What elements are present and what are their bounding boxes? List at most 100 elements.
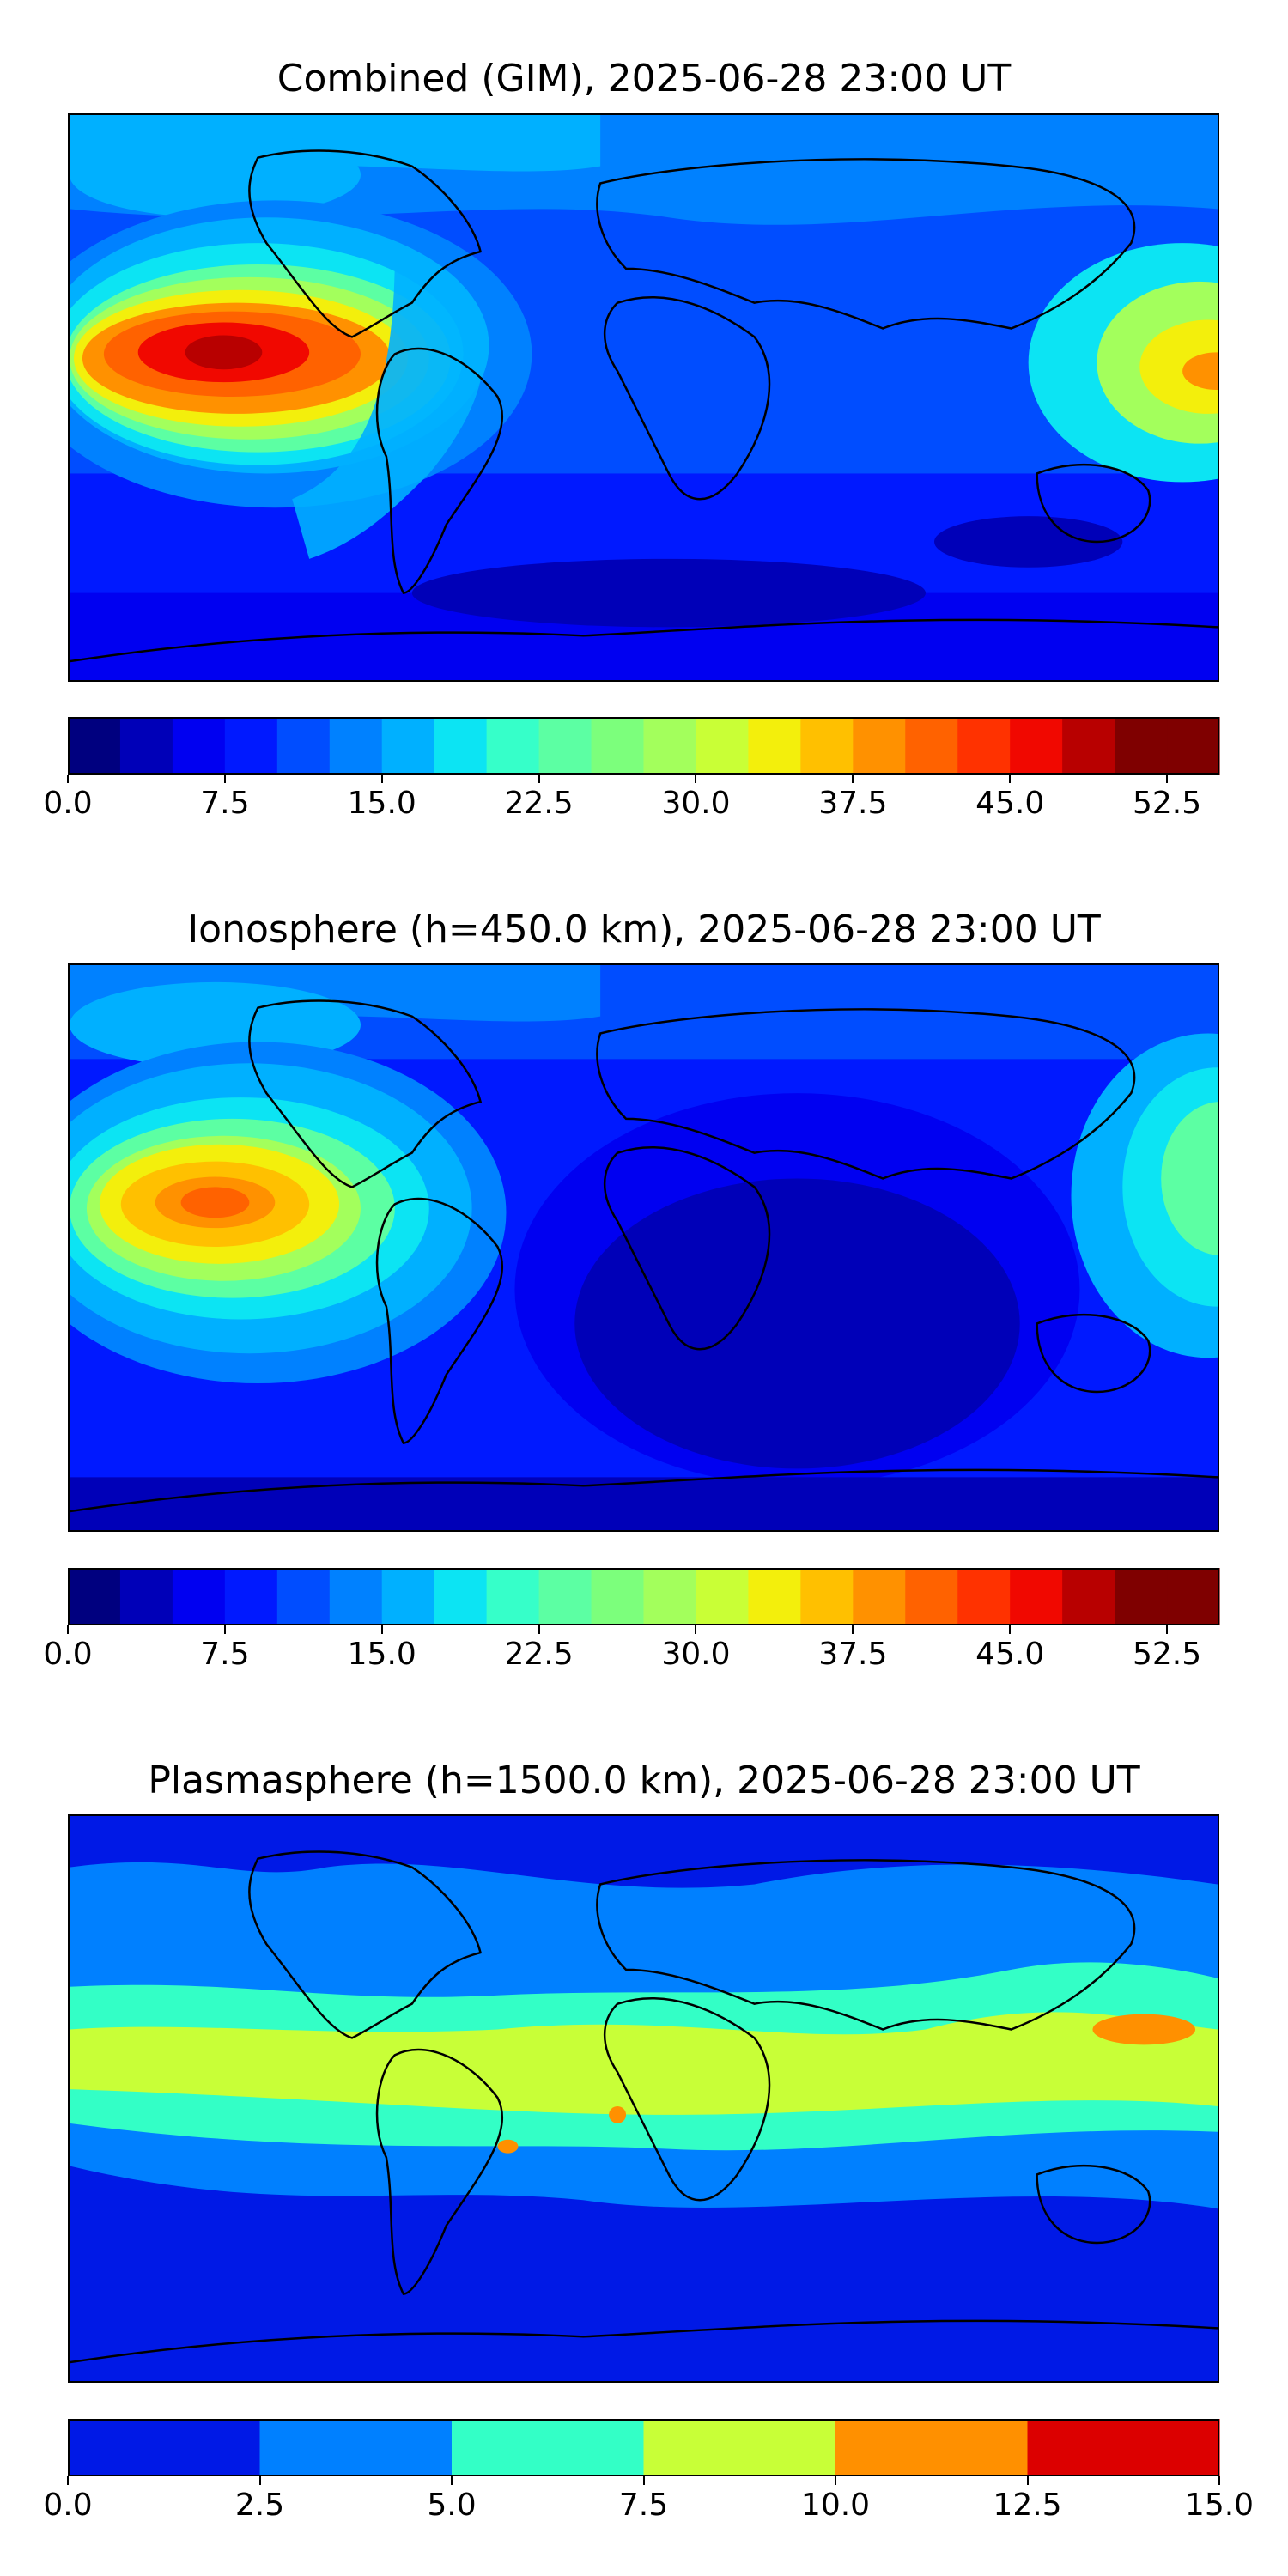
colorbar-tick-label: 0.0	[43, 1637, 93, 1672]
colorbar-tick	[695, 1625, 697, 1634]
map-ionosphere	[68, 963, 1219, 1532]
colorbar-segment	[1010, 1568, 1063, 1625]
colorbar-tick-label: 52.5	[1132, 786, 1202, 821]
colorbar-frame	[68, 1568, 1219, 1625]
colorbar-tick	[538, 1625, 540, 1634]
colorbar-frame	[68, 717, 1219, 775]
colorbar-segment	[329, 717, 383, 775]
colorbar-tick	[67, 2476, 69, 2485]
colorbar-segment	[381, 1568, 435, 1625]
colorbar-tick	[223, 1625, 226, 1634]
colorbar-tick	[1009, 775, 1012, 783]
colorbar-segment	[957, 717, 1011, 775]
colorbar-segment	[538, 1568, 592, 1625]
colorbar-tick-label: 7.5	[618, 2488, 669, 2523]
colorbar-tick-label: 2.5	[234, 2488, 285, 2523]
colorbar-segment	[276, 1568, 331, 1625]
colorbar-combined	[68, 717, 1220, 775]
colorbar-segment	[853, 1568, 906, 1625]
colorbar-tick-label: 45.0	[975, 786, 1045, 821]
colorbar-tick	[1026, 2476, 1029, 2485]
colorbar-tick	[1166, 775, 1169, 783]
colorbar-tick	[642, 2476, 645, 2485]
colorbar-segment	[119, 1568, 173, 1625]
colorbar-tick	[223, 775, 226, 783]
colorbar-segment	[1115, 717, 1168, 775]
colorbar-segment	[172, 717, 226, 775]
colorbar-segment	[1167, 1568, 1220, 1625]
colorbar-segment	[68, 2419, 261, 2476]
colorbar-segment	[538, 717, 592, 775]
colorbar-segment	[434, 717, 488, 775]
colorbar-segment	[905, 1568, 958, 1625]
colorbar-tick	[258, 2476, 261, 2485]
colorbar-segment	[800, 1568, 854, 1625]
colorbar-tick-label: 15.0	[1184, 2488, 1255, 2523]
colorbar-segment	[643, 1568, 697, 1625]
colorbar-segment	[1115, 1568, 1168, 1625]
colorbar-segment	[591, 717, 645, 775]
colorbar-tick-label: 7.5	[200, 1637, 250, 1672]
colorbar-tick	[380, 1625, 383, 1634]
colorbar-tick	[695, 775, 697, 783]
colorbar-tick-label: 5.0	[427, 2488, 477, 2523]
panel-title-combined: Combined (GIM), 2025-06-28 23:00 UT	[276, 57, 1012, 100]
colorbar-segment	[696, 1568, 749, 1625]
colorbar-tick	[835, 2476, 836, 2485]
map-combined	[68, 113, 1219, 682]
colorbar-segment	[1027, 2419, 1220, 2476]
colorbar-segment	[486, 1568, 540, 1625]
colorbar-segment	[276, 717, 331, 775]
colorbar-tick-label: 0.0	[43, 2488, 93, 2523]
panel-title-plasmasphere: Plasmasphere (h=1500.0 km), 2025-06-28 2…	[148, 1759, 1140, 1802]
colorbar-segment	[957, 1568, 1011, 1625]
colorbar-tick-label: 12.5	[993, 2488, 1062, 2523]
map-plasmasphere	[68, 1814, 1219, 2383]
colorbar-tick-label: 15.0	[347, 786, 416, 821]
colorbar-segment	[643, 717, 697, 775]
colorbar-segment	[381, 717, 435, 775]
colorbar-segment	[329, 1568, 383, 1625]
colorbar-tick	[538, 775, 540, 783]
colorbar-tick	[1218, 2476, 1220, 2485]
colorbar-tick	[852, 1625, 854, 1634]
colorbar-tick	[67, 1625, 69, 1634]
colorbar-segment	[835, 2419, 1029, 2476]
colorbar-segment	[452, 2419, 645, 2476]
colorbar-segment	[591, 1568, 645, 1625]
colorbar-segment	[68, 1568, 121, 1625]
colorbar-tick-label: 0.0	[43, 786, 93, 821]
colorbar-segment	[434, 1568, 488, 1625]
colorbar-tick-label: 22.5	[504, 786, 574, 821]
colorbar-frame	[68, 2419, 1219, 2476]
colorbar-segment	[800, 717, 854, 775]
colorbar-tick	[67, 775, 69, 783]
colorbar-segment	[905, 717, 958, 775]
panel-title-ionosphere: Ionosphere (h=450.0 km), 2025-06-28 23:0…	[187, 908, 1101, 951]
colorbar-segment	[172, 1568, 226, 1625]
colorbar-segment	[696, 717, 749, 775]
colorbar-tick-label: 45.0	[975, 1637, 1045, 1672]
colorbar-segment	[1062, 1568, 1115, 1625]
colorbar-tick-label: 30.0	[661, 786, 731, 821]
colorbar-tick-label: 10.0	[800, 2488, 871, 2523]
colorbar-segment	[486, 717, 540, 775]
colorbar-segment	[1062, 717, 1115, 775]
colorbar-tick	[852, 775, 854, 783]
colorbar-segment	[224, 1568, 278, 1625]
colorbar-tick	[380, 775, 383, 783]
colorbar-tick-label: 30.0	[661, 1637, 731, 1672]
colorbar-segment	[68, 717, 121, 775]
colorbar-tick-label: 22.5	[504, 1637, 574, 1672]
colorbar-tick	[451, 2476, 453, 2485]
colorbar-ionosphere	[68, 1568, 1220, 1625]
colorbar-segment	[1010, 717, 1063, 775]
colorbar-segment	[259, 2419, 453, 2476]
colorbar-tick-label: 52.5	[1132, 1637, 1202, 1672]
colorbar-segment	[853, 717, 906, 775]
colorbar-segment	[643, 2419, 836, 2476]
colorbar-segment	[748, 1568, 801, 1625]
colorbar-tick	[1009, 1625, 1012, 1634]
colorbar-segment	[1167, 717, 1220, 775]
colorbar-segment	[119, 717, 173, 775]
